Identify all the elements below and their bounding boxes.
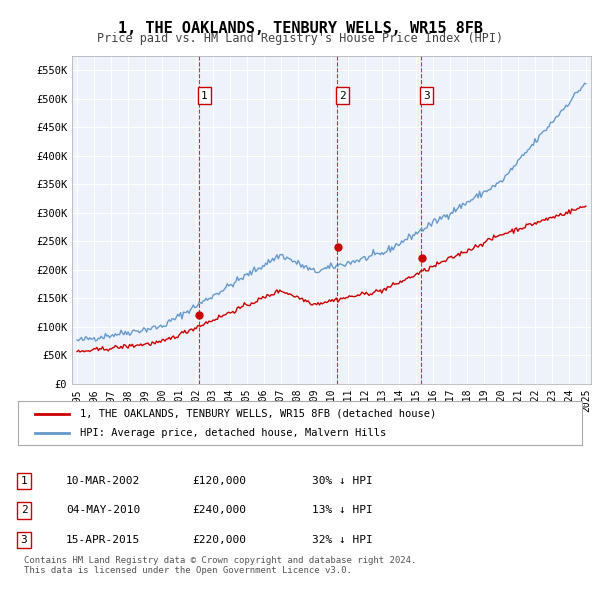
Text: 04-MAY-2010: 04-MAY-2010 [66, 506, 140, 515]
Text: 15-APR-2015: 15-APR-2015 [66, 535, 140, 545]
Text: Contains HM Land Registry data © Crown copyright and database right 2024.
This d: Contains HM Land Registry data © Crown c… [24, 556, 416, 575]
Text: 2: 2 [339, 91, 346, 101]
Text: Price paid vs. HM Land Registry's House Price Index (HPI): Price paid vs. HM Land Registry's House … [97, 32, 503, 45]
Text: 1, THE OAKLANDS, TENBURY WELLS, WR15 8FB: 1, THE OAKLANDS, TENBURY WELLS, WR15 8FB [118, 21, 482, 35]
Text: £220,000: £220,000 [192, 535, 246, 545]
Text: 30% ↓ HPI: 30% ↓ HPI [312, 476, 373, 486]
Text: 10-MAR-2002: 10-MAR-2002 [66, 476, 140, 486]
Text: 3: 3 [20, 535, 28, 545]
Text: 1, THE OAKLANDS, TENBURY WELLS, WR15 8FB (detached house): 1, THE OAKLANDS, TENBURY WELLS, WR15 8FB… [80, 409, 436, 418]
Text: 1: 1 [201, 91, 208, 101]
Text: 2: 2 [20, 506, 28, 515]
Text: 1: 1 [20, 476, 28, 486]
Text: 32% ↓ HPI: 32% ↓ HPI [312, 535, 373, 545]
Text: £240,000: £240,000 [192, 506, 246, 515]
Text: £120,000: £120,000 [192, 476, 246, 486]
Text: HPI: Average price, detached house, Malvern Hills: HPI: Average price, detached house, Malv… [80, 428, 386, 438]
Text: 3: 3 [423, 91, 430, 101]
Text: 13% ↓ HPI: 13% ↓ HPI [312, 506, 373, 515]
